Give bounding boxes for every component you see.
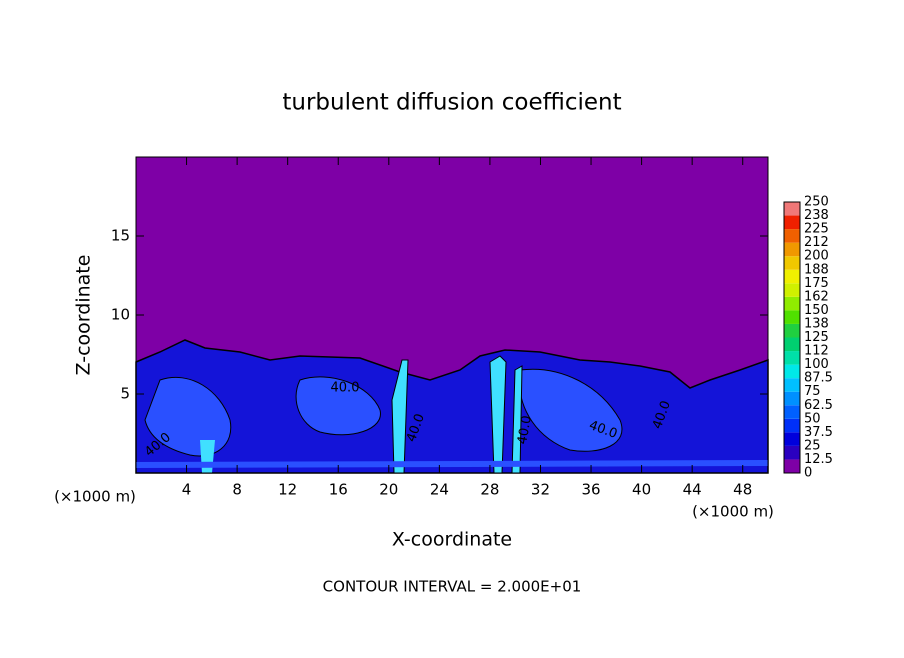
x-tick-label: 20 xyxy=(379,481,398,499)
x-tick-label: 8 xyxy=(232,481,242,499)
field xyxy=(135,157,769,474)
y-axis-title: Z-coordinate xyxy=(73,255,95,376)
x-tick-label: 4 xyxy=(182,481,192,499)
x-tick-label: 24 xyxy=(430,481,449,499)
plume xyxy=(391,359,409,474)
x-axis-title: X-coordinate xyxy=(392,529,512,551)
colorbar-label: 12.5 xyxy=(804,452,833,467)
colorbar-label: 150 xyxy=(804,303,829,318)
x-tick-label: 36 xyxy=(581,481,600,499)
colorbar-swatch xyxy=(784,215,800,230)
colorbar-swatch xyxy=(784,229,800,243)
colorbar-label: 112 xyxy=(804,344,829,359)
x-tick-label: 28 xyxy=(480,481,499,499)
x-tick-label: 12 xyxy=(278,481,297,499)
colorbar-swatch xyxy=(784,256,800,270)
colorbar-swatch xyxy=(784,364,800,379)
x-tick-label: 48 xyxy=(733,481,752,499)
x-tick-label: 32 xyxy=(531,481,550,499)
colorbar-label: 175 xyxy=(804,276,829,291)
colorbar-swatch xyxy=(784,432,800,446)
colorbar-label: 50 xyxy=(804,411,821,426)
colorbar-swatch xyxy=(784,283,800,297)
footnote: CONTOUR INTERVAL = 2.000E+01 xyxy=(323,578,582,596)
contour-label: 40.0 xyxy=(515,414,535,445)
colorbar-label: 25 xyxy=(804,438,821,453)
eddy xyxy=(295,376,381,436)
y-tick-label: 15 xyxy=(111,227,130,245)
colorbar-label: 238 xyxy=(804,208,829,223)
colorbar-swatch xyxy=(784,459,800,473)
colorbar-label: 100 xyxy=(804,357,829,372)
colorbar-label: 250 xyxy=(804,195,829,210)
colorbar-label: 188 xyxy=(804,262,829,277)
surface-layer xyxy=(136,460,768,468)
x-tick-label: 40 xyxy=(632,481,651,499)
chart-title: turbulent diffusion coefficient xyxy=(282,90,621,116)
x-tick-label: 44 xyxy=(683,481,702,499)
eddy xyxy=(144,376,232,457)
contour-label: 40.0 xyxy=(331,381,360,396)
colorbar-swatch xyxy=(784,269,800,284)
y-tick-label: 10 xyxy=(111,306,130,324)
colorbar-frame xyxy=(783,201,801,474)
colorbar-swatch xyxy=(784,391,800,406)
colorbar-label: 75 xyxy=(804,384,821,399)
colorbar-swatch xyxy=(784,323,800,338)
colorbar-swatch xyxy=(784,296,800,311)
colorbar-swatch xyxy=(784,418,800,433)
colorbar-label: 87.5 xyxy=(804,371,833,386)
colorbar-label: 225 xyxy=(804,222,829,237)
eddy xyxy=(518,368,623,452)
x-unit-label: (×1000 m) xyxy=(692,503,774,521)
colorbar-swatch xyxy=(784,378,800,392)
colorbar-label: 125 xyxy=(804,330,829,345)
colorbar-swatch xyxy=(784,445,800,460)
colorbar-label: 0 xyxy=(804,466,812,481)
colorbar-label: 62.5 xyxy=(804,398,833,413)
colorbar-swatch xyxy=(784,202,800,216)
colorbar-swatch xyxy=(784,242,800,257)
colorbar-swatch xyxy=(784,337,800,352)
colorbar-label: 212 xyxy=(804,235,829,250)
y-tick-label: 5 xyxy=(120,385,130,403)
y-unit-label: (×1000 m) xyxy=(54,488,136,506)
colorbar-label: 200 xyxy=(804,249,829,264)
plume xyxy=(489,355,507,474)
colorbar-label: 37.5 xyxy=(804,425,833,440)
x-tick-label: 16 xyxy=(329,481,348,499)
colorbar-swatch xyxy=(784,405,800,419)
colorbar-swatch xyxy=(784,351,800,365)
colorbar-swatch xyxy=(784,310,800,324)
colorbar-label: 138 xyxy=(804,316,829,331)
colorbar-label: 162 xyxy=(804,289,829,304)
